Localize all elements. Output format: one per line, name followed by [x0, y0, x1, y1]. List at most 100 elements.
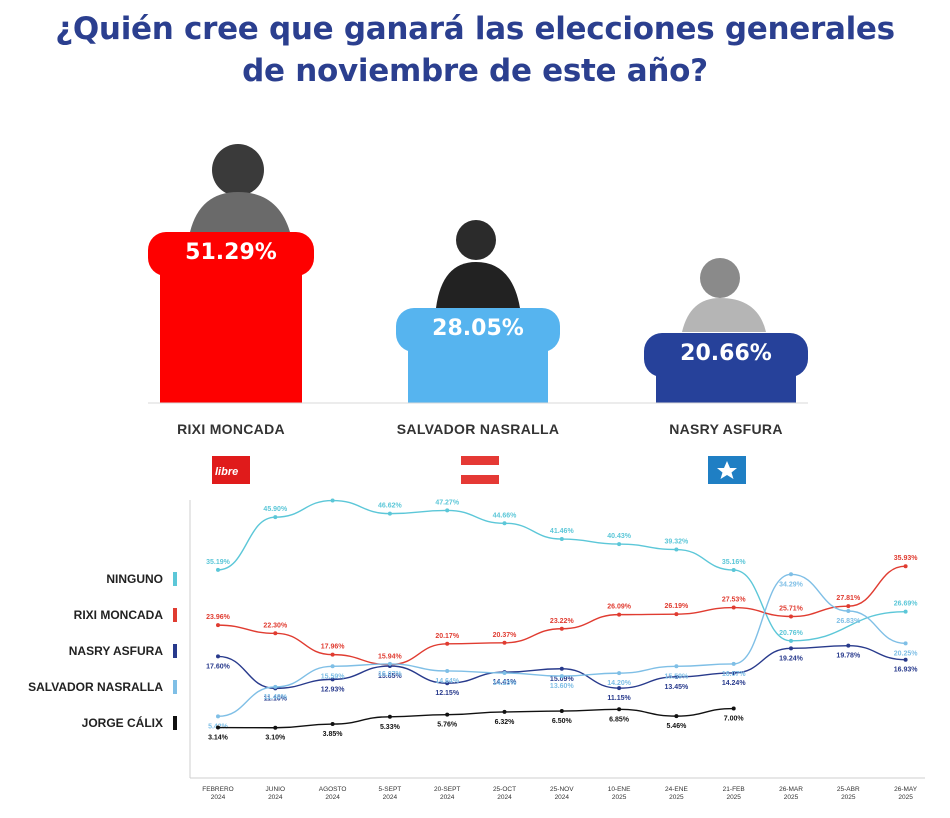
data-label: 12.15%	[435, 690, 460, 697]
data-label: 16.07%	[378, 671, 403, 678]
data-point	[559, 626, 564, 631]
x-tick-label-year: 2024	[497, 794, 512, 801]
data-point	[502, 670, 507, 675]
podium-asfura-cap	[644, 333, 808, 377]
star-icon	[717, 461, 737, 479]
libre-logo-text: libre	[215, 466, 238, 478]
data-label: 13.60%	[550, 683, 575, 690]
data-label: 26.19%	[665, 603, 690, 610]
data-label: 25.71%	[779, 606, 804, 613]
data-label: 19.24%	[779, 655, 804, 662]
series-line	[217, 707, 734, 729]
series-line	[217, 499, 906, 642]
data-point	[273, 631, 278, 636]
x-tick-label-year: 2024	[211, 794, 226, 801]
data-label: 14.20%	[607, 680, 632, 687]
data-point	[216, 714, 220, 719]
data-point	[789, 572, 793, 577]
data-point	[846, 604, 851, 609]
x-tick-label-year: 2025	[612, 794, 627, 801]
data-point	[387, 661, 392, 666]
data-label: 15.59%	[665, 673, 690, 680]
data-point	[502, 709, 507, 714]
x-tick-label: 25-NOV	[550, 786, 574, 793]
data-point	[846, 643, 851, 648]
data-point	[387, 714, 392, 719]
data-label: 17.60%	[206, 663, 231, 670]
data-label: 39.32%	[665, 539, 690, 546]
data-point	[387, 511, 392, 516]
x-tick-label-year: 2024	[268, 794, 283, 801]
data-point	[559, 709, 564, 714]
avatar-rixi-head	[212, 144, 264, 196]
data-point	[273, 515, 278, 520]
data-label: 11.40%	[264, 694, 288, 701]
data-label: 26.09%	[607, 604, 632, 611]
data-point	[674, 612, 679, 617]
legend-label: RIXI MONCADA	[74, 608, 164, 622]
data-point	[216, 654, 220, 659]
data-label: 12.93%	[321, 686, 346, 693]
data-label: 5.33%	[380, 724, 401, 731]
data-label: 22.30%	[263, 622, 288, 629]
data-point	[674, 547, 679, 552]
data-label: 20.17%	[435, 633, 460, 640]
title-line-2: de noviembre de este año?	[242, 53, 708, 89]
flag-stripe-1	[461, 456, 499, 465]
x-tick-label: 10-ENE	[608, 786, 631, 793]
data-point	[273, 684, 278, 689]
data-label: 11.15%	[607, 695, 631, 702]
data-label: 14.24%	[722, 680, 747, 687]
data-point	[445, 668, 450, 673]
data-point	[846, 608, 851, 613]
data-label: 3.10%	[265, 735, 286, 742]
data-label: 15.94%	[378, 654, 403, 661]
data-point	[216, 725, 220, 730]
avatar-nasralla-head	[456, 220, 496, 260]
data-label: 3.14%	[208, 735, 229, 742]
data-point	[903, 641, 908, 646]
x-tick-label-year: 2024	[440, 794, 455, 801]
x-tick-label-year: 2024	[325, 794, 340, 801]
avatar-asfura-head	[700, 258, 740, 298]
x-tick-label: 25-OCT	[493, 786, 516, 793]
data-point	[903, 609, 908, 614]
legend-label: SALVADOR NASRALLA	[28, 680, 163, 694]
legend-label: NINGUNO	[106, 572, 163, 586]
data-point	[617, 671, 622, 676]
x-tick-label-year: 2025	[669, 794, 684, 801]
data-point	[330, 498, 335, 503]
data-point	[617, 612, 622, 617]
data-label: 5.76%	[437, 722, 458, 729]
legend-swatch	[173, 680, 177, 694]
data-point	[674, 664, 679, 669]
data-point	[731, 670, 736, 675]
data-label: 23.96%	[206, 614, 231, 621]
data-label: 16.93%	[894, 667, 919, 674]
data-label: 46.62%	[378, 503, 403, 510]
data-label: 27.81%	[836, 595, 861, 602]
data-label: 19.78%	[836, 653, 861, 660]
data-label: 11.10%	[264, 695, 288, 702]
pct-asfura: 20.66%	[680, 341, 772, 366]
trend-chart: FEBRERO2024JUNIO2024AGOSTO20245-SEPT2024…	[28, 495, 925, 801]
label-rixi: RIXI MONCADA	[177, 421, 285, 437]
data-label: 41.46%	[550, 528, 575, 535]
legend-swatch	[173, 608, 177, 622]
avatar-nasralla-body	[436, 262, 520, 308]
data-label: 40.43%	[607, 533, 632, 540]
title-line-1: ¿Quién cree que ganará las elecciones ge…	[55, 11, 895, 47]
data-label: 7.00%	[724, 716, 745, 723]
data-point	[445, 641, 450, 646]
data-label: 17.96%	[321, 644, 346, 651]
data-label: 3.85%	[323, 731, 344, 738]
podium-nasralla-cap	[396, 308, 560, 352]
data-point	[731, 605, 736, 610]
data-label: 16.07%	[722, 671, 747, 678]
data-point	[617, 707, 622, 712]
x-tick-label-year: 2025	[726, 794, 741, 801]
x-tick-label: FEBRERO	[202, 786, 233, 793]
legend-swatch	[173, 572, 177, 586]
label-nasralla: SALVADOR NASRALLA	[396, 421, 560, 437]
x-tick-label: 21-FEB	[723, 786, 745, 793]
